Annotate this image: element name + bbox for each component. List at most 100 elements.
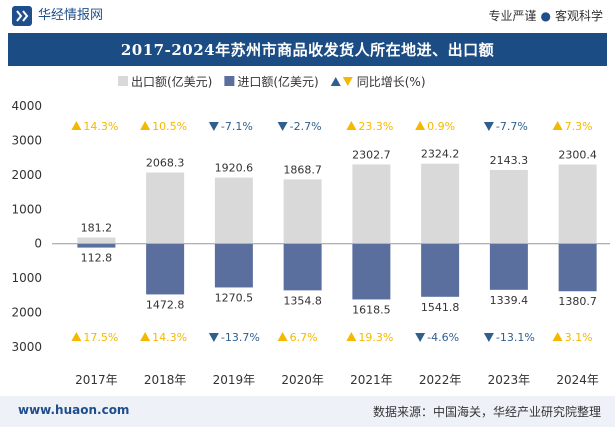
export-bar: [283, 179, 322, 244]
export-growth-label: 10.5%: [152, 120, 187, 133]
export-growth-label: 14.3%: [83, 120, 118, 133]
export-growth-label: 0.9%: [427, 120, 455, 133]
export-growth-up-icon: [415, 121, 426, 130]
import-bar: [352, 243, 391, 300]
y-axis: 4000 3000 2000 1000 0 1000 2000 3000: [11, 99, 42, 354]
import-value-label: 1354.8: [283, 294, 322, 307]
import-value-label: 1339.4: [490, 294, 529, 307]
import-bar: [283, 243, 322, 291]
slogan-right: 客观科学: [554, 9, 603, 23]
import-growth-down-icon: [483, 333, 494, 342]
footer-source: 数据来源：中国海关，华经产业研究院整理: [372, 405, 601, 419]
footer-url[interactable]: www.huaon.com: [18, 403, 130, 417]
export-growth-up-icon: [71, 121, 82, 130]
import-growth-up-icon: [277, 332, 288, 341]
data-labels: 181.2 112.8 2068.3 1472.8 1920.6 1270.5 1868.7…: [81, 148, 597, 317]
export-bar: [146, 172, 185, 244]
export-value-label: 2300.4: [558, 149, 597, 162]
export-value-label: 1920.6: [215, 162, 254, 175]
legend-down-triangle-icon: [342, 77, 353, 86]
huajing-logo-icon: [12, 6, 32, 26]
y-tick-label: 2000: [11, 306, 42, 320]
import-value-label: 112.8: [81, 252, 113, 265]
footer: www.huaon.com 数据来源：中国海关，华经产业研究院整理: [0, 396, 615, 427]
export-growth-label: -2.7%: [290, 120, 322, 133]
import-bar: [214, 243, 253, 288]
y-tick-label: 3000: [11, 133, 42, 147]
x-tick-label: 2019年: [213, 373, 256, 387]
legend-label-export: 出口额(亿美元): [131, 74, 212, 89]
import-growth-label: 19.3%: [358, 331, 393, 344]
slogan: 专业严谨 ● 客观科学: [488, 6, 603, 26]
import-growth-label: 3.1%: [565, 331, 593, 344]
import-growth-up-icon: [71, 332, 82, 341]
export-growth-up-icon: [140, 121, 151, 130]
slogan-left: 专业严谨: [488, 9, 537, 23]
import-value-label: 1380.7: [558, 295, 597, 308]
import-growth-label: -4.6%: [427, 331, 459, 344]
import-value-label: 1472.8: [146, 298, 185, 311]
x-tick-label: 2018年: [144, 373, 187, 387]
chart-title-bar: 2017-2024年苏州市商品收发货人所在地进、出口额: [8, 33, 607, 66]
export-growth-label: -7.7%: [496, 120, 528, 133]
import-bar: [77, 243, 116, 248]
x-tick-label: 2017年: [75, 373, 118, 387]
import-growth-up-icon: [140, 332, 151, 341]
import-growth-up-icon: [552, 332, 563, 341]
export-bar: [77, 237, 116, 244]
export-growth-up-icon: [552, 121, 563, 130]
y-tick-label: 1000: [11, 271, 42, 285]
y-tick-label: 1000: [11, 202, 42, 216]
import-growth-label: 14.3%: [152, 331, 187, 344]
import-value-label: 1541.8: [421, 301, 460, 314]
export-growth-down-icon: [483, 122, 494, 131]
export-growth-down-icon: [277, 122, 288, 131]
export-bar: [352, 164, 391, 244]
brand[interactable]: 华经情报网: [12, 6, 103, 26]
export-value-label: 181.2: [81, 221, 113, 234]
import-value-label: 1618.5: [352, 303, 391, 316]
export-growth-label: 23.3%: [358, 120, 393, 133]
export-bar: [214, 177, 253, 244]
import-growth-label: 17.5%: [83, 331, 118, 344]
chart-area: 出口额(亿美元) 进口额(亿美元) 同比增长(%) 4000 3000 2000 1000…: [11, 74, 610, 387]
import-bar: [558, 243, 597, 292]
growth-labels: 14.3% 17.5% 10.5% 14.3% -7.1% -13.7% -2.7% 6.7%…: [71, 120, 593, 344]
export-bar: [489, 169, 528, 244]
export-value-label: 2068.3: [146, 157, 185, 170]
import-growth-label: -13.1%: [496, 331, 535, 344]
legend-up-triangle-icon: [330, 77, 341, 86]
chart-title: 2017-2024年苏州市商品收发货人所在地进、出口额: [120, 41, 495, 59]
import-growth-up-icon: [346, 332, 357, 341]
x-tick-label: 2022年: [419, 373, 462, 387]
y-tick-label: 4000: [11, 99, 42, 113]
export-bar: [558, 164, 597, 244]
export-growth-label: 7.3%: [565, 120, 593, 133]
export-value-label: 2302.7: [352, 148, 391, 161]
x-axis: 2017年 2018年 2019年 2020年 2021年 2022年 2023年 2024年: [75, 373, 599, 387]
y-tick-label: 3000: [11, 340, 42, 354]
export-growth-label: -7.1%: [221, 120, 253, 133]
x-tick-label: 2023年: [488, 373, 531, 387]
top-bar: 华经情报网 专业严谨 ● 客观科学: [0, 0, 615, 31]
y-tick-label: 2000: [11, 168, 42, 182]
x-tick-label: 2020年: [281, 373, 324, 387]
import-bar: [489, 243, 528, 290]
import-bar: [421, 243, 460, 297]
import-bar: [146, 243, 185, 295]
import-growth-down-icon: [208, 333, 219, 342]
y-tick-label: 0: [34, 237, 42, 251]
slogan-dot: ●: [540, 9, 551, 23]
import-growth-label: 6.7%: [290, 331, 318, 344]
x-tick-label: 2024年: [556, 373, 599, 387]
import-value-label: 1270.5: [215, 291, 254, 304]
import-growth-down-icon: [415, 333, 426, 342]
legend: 出口额(亿美元) 进口额(亿美元) 同比增长(%): [118, 74, 426, 89]
bars: [77, 163, 597, 300]
import-growth-label: -13.7%: [221, 331, 260, 344]
legend-label-growth: 同比增长(%): [357, 75, 426, 89]
legend-swatch-import: [224, 76, 235, 86]
export-growth-down-icon: [208, 122, 219, 131]
legend-swatch-export: [118, 76, 128, 86]
export-value-label: 2143.3: [490, 154, 529, 167]
